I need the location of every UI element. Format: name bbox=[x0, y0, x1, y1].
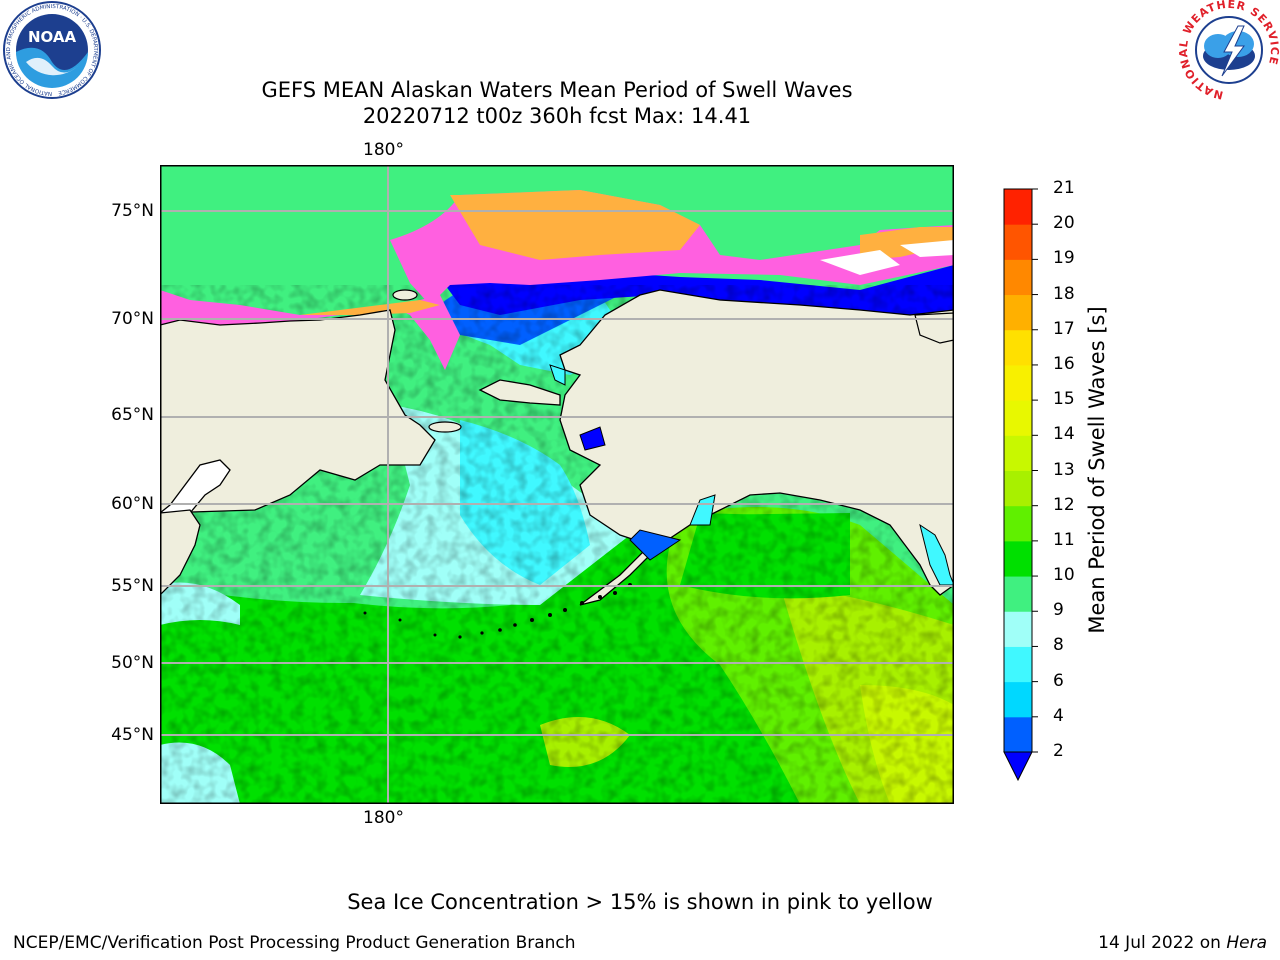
colorbar-tick-label: 15 bbox=[1053, 389, 1075, 410]
graticule bbox=[160, 165, 954, 804]
colorbar-segment bbox=[1004, 435, 1032, 471]
land-siberia bbox=[160, 309, 436, 514]
open-area-2 bbox=[900, 240, 954, 257]
colorbar-extend-arrow bbox=[1003, 751, 1033, 782]
land-kamchatka bbox=[160, 509, 201, 596]
colorbar-tick-label: 14 bbox=[1053, 424, 1075, 445]
bristol-bay bbox=[629, 529, 682, 561]
lon-label-top: 180° bbox=[363, 140, 404, 160]
land-alaska bbox=[559, 289, 954, 606]
map-frame bbox=[160, 165, 954, 804]
lon-label-bottom: 180° bbox=[363, 808, 404, 828]
lat-label-50n: 50°N bbox=[111, 653, 154, 673]
aleutian-islands bbox=[363, 583, 632, 639]
footer-credit: NCEP/EMC/Verification Post Processing Pr… bbox=[13, 933, 576, 953]
colorbar-tick-label: 18 bbox=[1053, 283, 1075, 304]
nws-logo: NATIONAL WEATHER SERVICE bbox=[1178, 0, 1280, 100]
footer-date: 14 Jul 2022 on Hera bbox=[1098, 933, 1267, 953]
wrangel-island bbox=[392, 289, 418, 301]
sea-ice-high bbox=[450, 190, 700, 260]
colorbar-tick-label: 16 bbox=[1053, 353, 1075, 374]
kotzebue-sound bbox=[549, 364, 566, 386]
st-lawrence-island bbox=[428, 421, 462, 433]
lat-label-70n: 70°N bbox=[111, 309, 154, 329]
sea-ice-high-west bbox=[300, 300, 440, 315]
map-subtitle: 20220712 t00z 360h fcst Max: 14.41 bbox=[362, 104, 752, 128]
land-seward-peninsula bbox=[478, 379, 561, 406]
colorbar-segment bbox=[1004, 576, 1032, 612]
colorbar-segment bbox=[1004, 329, 1032, 366]
colorbar-segment bbox=[1004, 611, 1032, 647]
colorbar-segment bbox=[1004, 505, 1032, 542]
inside-passage bbox=[919, 523, 954, 586]
colorbar-segment bbox=[1004, 540, 1032, 577]
colorbar-tick-label: 20 bbox=[1053, 213, 1075, 234]
colorbar-segment bbox=[1004, 224, 1032, 260]
colorbar-segment bbox=[1004, 646, 1032, 683]
cook-inlet bbox=[689, 494, 716, 526]
colorbar-segment bbox=[1004, 681, 1032, 718]
norton-sound bbox=[579, 426, 606, 451]
colorbar-tick-label: 6 bbox=[1053, 670, 1064, 691]
colorbar-segment bbox=[1004, 716, 1032, 753]
lat-label-55n: 55°N bbox=[111, 576, 154, 596]
map-title: GEFS MEAN Alaskan Waters Mean Period of … bbox=[261, 78, 853, 102]
colorbar-tick-label: 10 bbox=[1053, 565, 1075, 586]
caption: Sea Ice Concentration > 15% is shown in … bbox=[347, 890, 933, 914]
colorbar-tick-label: 4 bbox=[1053, 705, 1064, 726]
colorbar-tick-label: 13 bbox=[1053, 459, 1075, 480]
colorbar-tick-label: 9 bbox=[1053, 600, 1064, 621]
map-panel bbox=[160, 165, 954, 804]
gulf-of-anadyr bbox=[160, 459, 231, 514]
colorbar-segment bbox=[1004, 294, 1032, 331]
colorbar-tick-label: 19 bbox=[1053, 248, 1075, 269]
colorbar-segment bbox=[1004, 189, 1032, 225]
colorbar-label: Mean Period of Swell Waves [s] bbox=[1085, 306, 1109, 634]
lat-label-75n: 75°N bbox=[111, 201, 154, 221]
lat-label-60n: 60°N bbox=[111, 494, 154, 514]
noaa-logo: NATIONAL OCEANIC AND ATMOSPHERIC ADMINIS… bbox=[3, 1, 101, 99]
sea-ice-west bbox=[160, 290, 460, 370]
footer-machine: Hera bbox=[1226, 933, 1267, 953]
colorbar-segment bbox=[1004, 364, 1032, 401]
colorbar-tick-label: 11 bbox=[1053, 529, 1075, 550]
colorbar-tick-label: 21 bbox=[1053, 178, 1075, 198]
colorbar-tick-label: 8 bbox=[1053, 635, 1064, 656]
colorbar bbox=[1003, 188, 1038, 782]
colorbar-segment bbox=[1004, 400, 1032, 436]
colorbar-segment bbox=[1004, 259, 1032, 296]
land-canadian-islands bbox=[914, 312, 954, 344]
open-area-1 bbox=[820, 250, 900, 275]
lat-label-65n: 65°N bbox=[111, 405, 154, 425]
colorbar-segment bbox=[1004, 470, 1032, 507]
svg-text:NOAA: NOAA bbox=[28, 28, 77, 46]
colorbar-tick-label: 12 bbox=[1053, 494, 1075, 515]
sea-ice-east bbox=[860, 227, 954, 260]
colorbar-tick-label: 17 bbox=[1053, 318, 1075, 339]
colorbar-tick-label: 2 bbox=[1053, 741, 1064, 761]
lat-label-45n: 45°N bbox=[111, 725, 154, 745]
